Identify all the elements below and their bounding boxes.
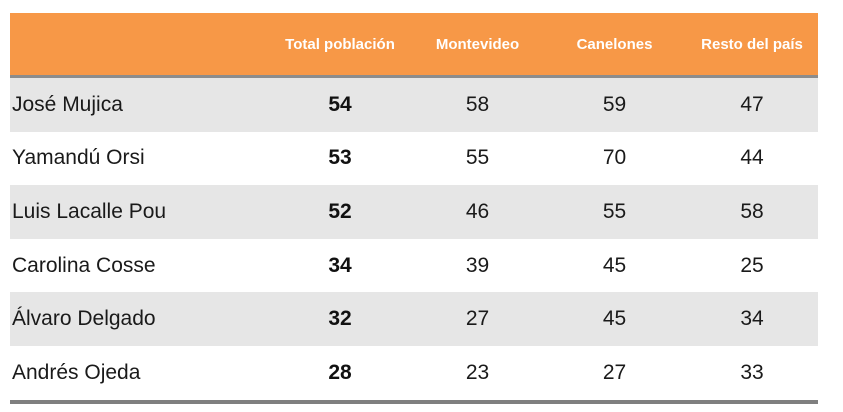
table-row: Carolina Cosse 34 39 45 25 (10, 238, 818, 293)
table-row: Yamandú Orsi 53 55 70 44 (10, 131, 818, 186)
table-header: Total población Montevideo Canelones Res… (10, 13, 818, 78)
cell-resto: 33 (740, 360, 764, 384)
table-row: Álvaro Delgado 32 27 45 34 (10, 292, 818, 346)
cell-total: 32 (328, 307, 352, 331)
cell-montevideo: 58 (465, 92, 490, 116)
row-name: José Mujica (12, 92, 123, 116)
cell-canelones: 70 (602, 146, 627, 170)
table-bottom-rule (10, 399, 818, 404)
table-row: Andrés Ojeda 28 23 27 33 (10, 345, 818, 400)
cell-total: 52 (328, 199, 352, 223)
header-cell-name (10, 13, 268, 75)
header-cell-montevideo: Montevideo (435, 35, 520, 53)
cell-canelones: 27 (602, 360, 627, 384)
row-name: Álvaro Delgado (12, 307, 156, 331)
cell-montevideo: 27 (465, 307, 490, 331)
cell-montevideo: 46 (465, 199, 490, 223)
cell-total: 34 (328, 253, 352, 277)
cell-montevideo: 55 (465, 146, 490, 170)
row-name: Andrés Ojeda (12, 360, 141, 384)
cell-resto: 34 (740, 307, 764, 331)
table-row: Luis Lacalle Pou 52 46 55 58 (10, 185, 818, 239)
cell-canelones: 45 (602, 307, 627, 331)
row-name: Yamandú Orsi (12, 146, 145, 170)
cell-total: 53 (328, 146, 352, 170)
cell-resto: 58 (740, 199, 764, 223)
cell-total: 28 (328, 360, 352, 384)
cell-total: 54 (328, 92, 352, 116)
header-cell-resto: Resto del país (701, 35, 803, 53)
cell-resto: 44 (740, 146, 764, 170)
header-cell-canelones: Canelones (576, 35, 653, 53)
cell-canelones: 45 (602, 253, 627, 277)
cell-montevideo: 39 (465, 253, 490, 277)
cell-resto: 25 (740, 253, 764, 277)
cell-canelones: 55 (602, 199, 627, 223)
row-name: Carolina Cosse (12, 253, 156, 277)
header-cell-total: Total población (285, 35, 395, 53)
table-row: José Mujica 54 58 59 47 (10, 78, 818, 132)
cell-montevideo: 23 (465, 360, 490, 384)
cell-resto: 47 (740, 92, 764, 116)
cell-canelones: 59 (602, 92, 627, 116)
row-name: Luis Lacalle Pou (12, 199, 167, 223)
results-table: Total población Montevideo Canelones Res… (10, 13, 818, 404)
